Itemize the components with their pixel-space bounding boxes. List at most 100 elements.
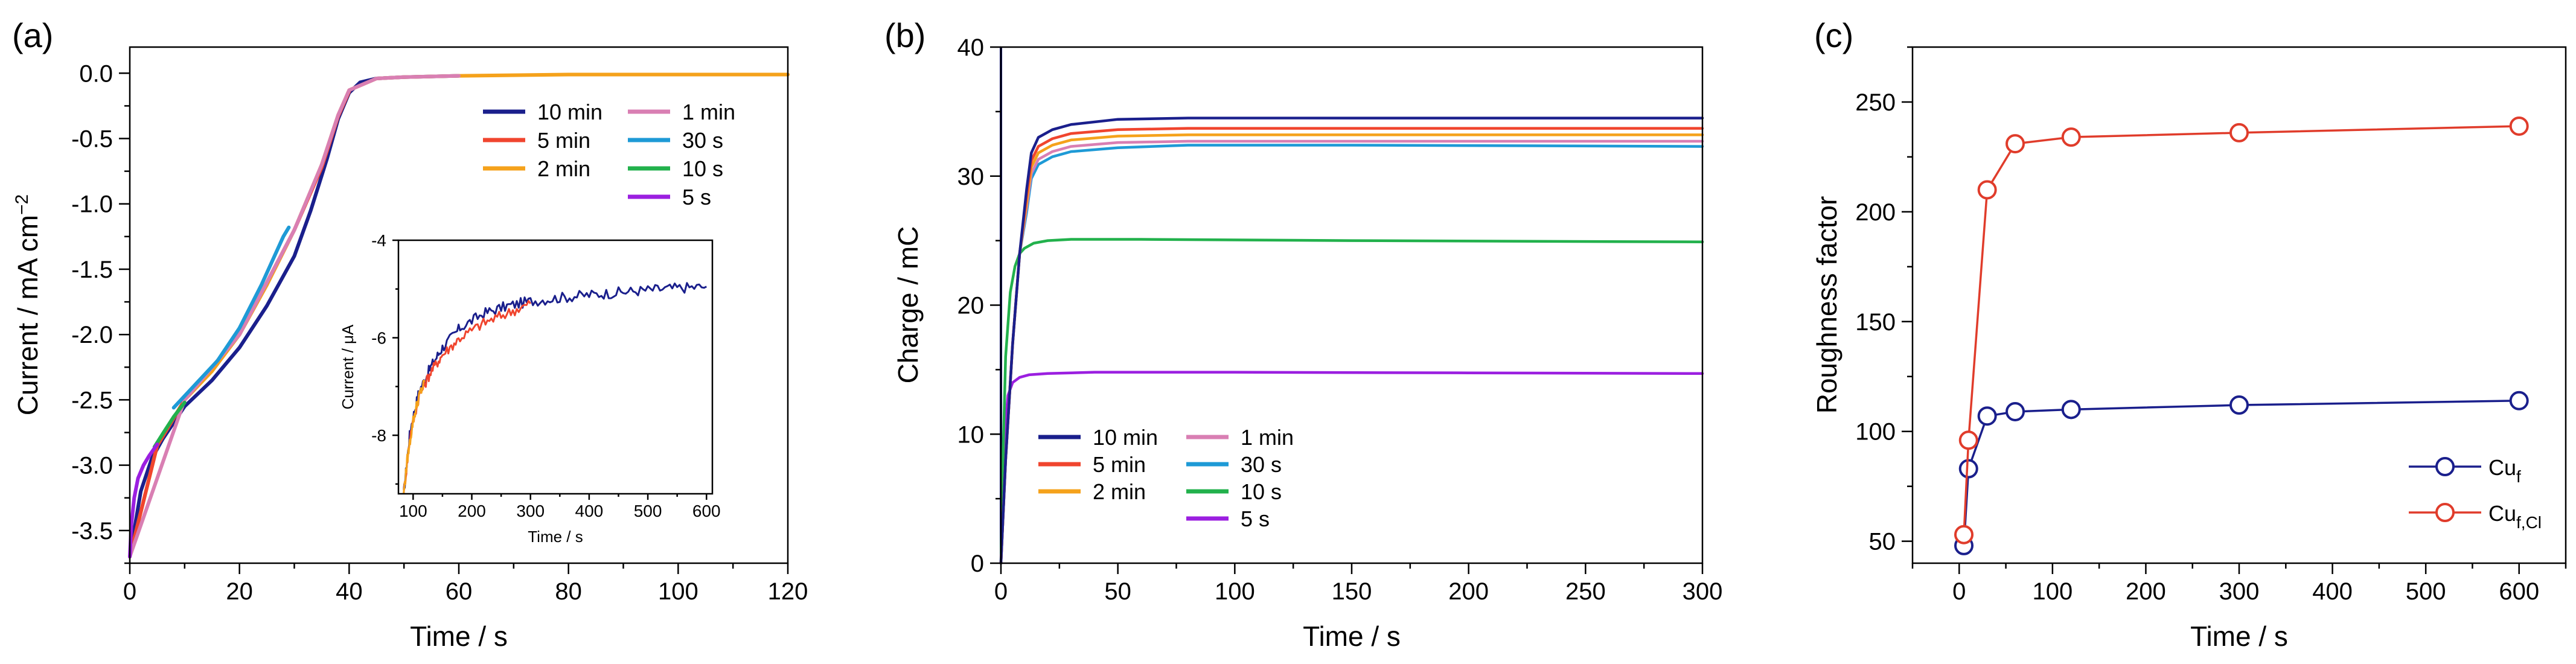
b-legend-label-5-s: 5 s [1241, 506, 1270, 531]
a-xtick-label: 100 [658, 578, 698, 605]
b-xtick-label: 0 [994, 578, 1008, 605]
panel-c-x-ticks: 0 100 200 300 400 500 600 [1911, 563, 2567, 605]
c-xtick-label: 200 [2126, 578, 2166, 605]
panel-a-legend: 10 min 5 min 2 min 1 min 30 s 10 s 5 s [483, 100, 735, 209]
panel-c-legend: Cuf Cuf,Cl [2409, 455, 2542, 532]
a-series-30-s [171, 225, 291, 410]
ai-ytick-label: -4 [371, 231, 386, 250]
b-xtick-label: 250 [1565, 578, 1606, 605]
panel-c-plot-area [1954, 116, 2529, 555]
inset-x-ticks: 100 200 300 400 500 600 [399, 494, 721, 520]
c-series-cu-f [1963, 400, 2520, 547]
a-xtick-label: 40 [336, 578, 363, 605]
c-point-cu-f-cl [1958, 430, 1978, 450]
c-legend-name: Cu [2488, 455, 2516, 480]
a-ytick-label: -1.0 [71, 191, 113, 218]
b-series-10-s [999, 238, 1704, 565]
a-series-1-min [128, 74, 461, 559]
a-legend-label-10-s: 10 s [682, 156, 723, 181]
inset-x-title: Time / s [528, 528, 583, 546]
a-xtick-label: 60 [446, 578, 473, 605]
a-legend-label-30-s: 30 s [682, 128, 723, 153]
c-xtick-label: 300 [2219, 578, 2260, 605]
b-ytick-label: 0 [971, 551, 984, 577]
panel-b-y-ticks: 0 10 20 30 40 [957, 34, 1001, 577]
inset-plot-area [403, 282, 707, 494]
panel-c-label: (c) [1814, 16, 1853, 54]
panel-a-x-title: Time / s [410, 621, 508, 652]
a-series-5-s [128, 442, 159, 559]
c-ytick-label: 200 [1855, 199, 1896, 226]
ai-xtick-label: 100 [399, 502, 427, 520]
panel-c-x-title: Time / s [2190, 621, 2288, 652]
a-ytick-label: -3.0 [71, 453, 113, 479]
a-legend-label-2-min: 2 min [537, 156, 590, 181]
a-ytick-label: 0.0 [79, 60, 113, 87]
c-point-cu-f [1958, 459, 1978, 479]
a-xtick-label: 0 [123, 578, 136, 605]
panel-b-y-title: Charge / mC [892, 226, 924, 384]
c-xtick-label: 500 [2406, 578, 2446, 605]
c-legend-name: Cu [2488, 501, 2516, 526]
a-series-10-min [128, 74, 461, 559]
ai-ytick-label: -6 [371, 329, 386, 348]
ai-xtick-label: 200 [458, 502, 486, 520]
c-legend-label-f-cl: Cuf,Cl [2488, 501, 2542, 532]
c-xtick-label: 400 [2312, 578, 2353, 605]
inset-series-5-min [403, 299, 531, 494]
c-ytick-label: 100 [1855, 419, 1896, 445]
a-legend-label-5-min: 5 min [537, 128, 590, 153]
c-legend-label-f: Cuf [2488, 455, 2521, 486]
panel-a-inset: 100 200 300 400 500 600 -4 -6 -8 Time / s Curre… [339, 231, 721, 546]
c-point-cu-f-cl [2509, 116, 2529, 136]
b-legend-label-30-s: 30 s [1241, 452, 1282, 477]
a-ytick-label: -0.5 [71, 126, 113, 153]
svg-text:Current / mA cm−2: Current / mA cm−2 [12, 194, 43, 416]
b-legend-label-2-min: 2 min [1093, 479, 1146, 504]
panel-b: 0 50 100 150 200 250 300 0 10 20 30 40 Time / s Ch… [892, 34, 1722, 652]
a-legend-label-5-s: 5 s [682, 185, 711, 209]
b-series-10-min [999, 117, 1704, 565]
inset-y-ticks: -4 -6 -8 [371, 231, 398, 485]
b-legend-label-10-s: 10 s [1241, 479, 1282, 504]
panel-a-label: (a) [12, 16, 53, 54]
a-xtick-label: 80 [555, 578, 582, 605]
c-xtick-label: 100 [2032, 578, 2073, 605]
inset-series-2-min [403, 380, 426, 494]
b-legend-label-5-min: 5 min [1093, 452, 1146, 477]
panel-b-x-ticks: 0 50 100 150 200 250 300 [994, 563, 1723, 605]
c-ytick-label: 250 [1855, 89, 1896, 116]
panel-a-y-title: Current / mA cm−2 [12, 194, 43, 416]
panel-c-y-title: Roughness factor [1811, 196, 1843, 414]
c-point-cu-f-cl [2061, 127, 2081, 147]
b-legend-label-10-min: 10 min [1093, 425, 1158, 450]
c-point-cu-f-cl [1954, 525, 1974, 544]
c-xtick-label: 0 [1952, 578, 1966, 605]
ai-ytick-label: -8 [371, 426, 386, 445]
c-point-cu-f [2061, 400, 2081, 420]
a-ytick-label: -2.0 [71, 322, 113, 348]
c-point-cu-f [2006, 401, 2025, 421]
panel-a-y-title-main: Current / mA cm [12, 215, 43, 415]
b-ytick-label: 10 [957, 421, 985, 448]
c-point-cu-f-cl [1977, 180, 1997, 200]
inset-y-title: Current / μA [339, 324, 357, 409]
b-xtick-label: 300 [1683, 578, 1723, 605]
a-legend-label-10-min: 10 min [537, 100, 602, 124]
c-point-cu-f [1977, 406, 1997, 426]
inset-series-10-min [403, 282, 707, 490]
panel-a-frame [129, 46, 789, 564]
panel-b-x-title: Time / s [1303, 621, 1401, 652]
panel-a-y-title-sup: −2 [12, 194, 32, 215]
b-legend-label-1-min: 1 min [1241, 425, 1294, 450]
c-point-cu-f-cl [2006, 134, 2025, 154]
b-xtick-label: 100 [1215, 578, 1255, 605]
c-legend-marker-f-cl [2435, 503, 2455, 522]
b-ytick-label: 20 [957, 293, 985, 319]
panel-a-plot-area [128, 72, 790, 559]
c-series-cu-f-cl [1963, 125, 2520, 536]
c-ytick-label: 150 [1855, 309, 1896, 336]
panel-c-y-ticks: 50 100 150 200 250 [1855, 46, 1913, 555]
